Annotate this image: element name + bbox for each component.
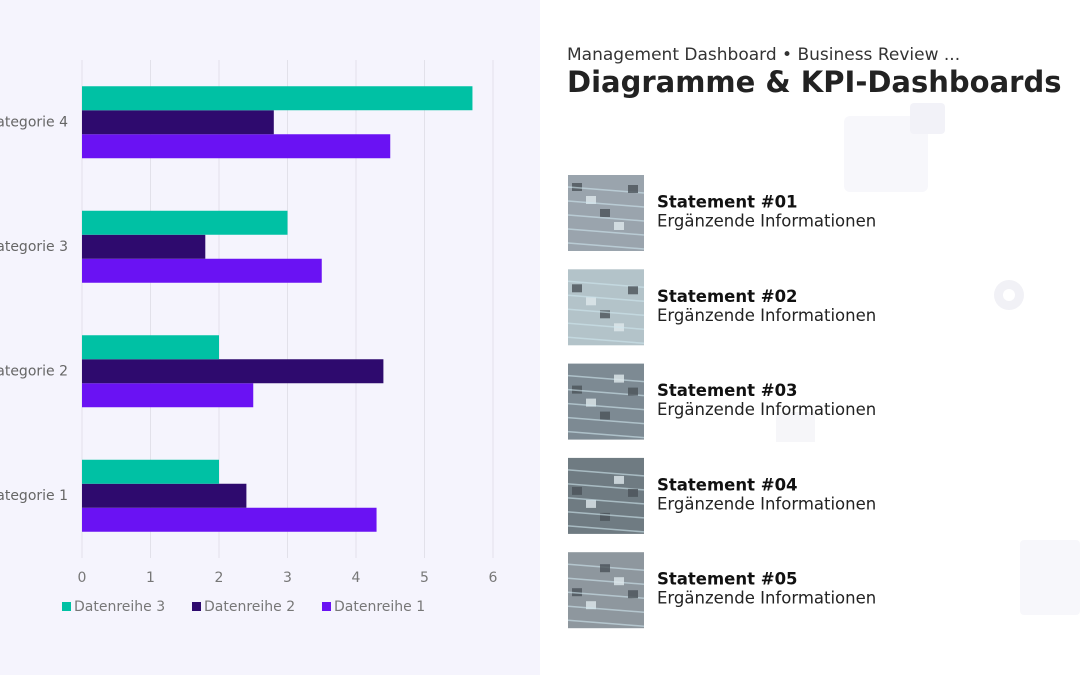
image-detail: [567, 619, 645, 627]
x-tick-label: 4: [352, 570, 361, 586]
image-detail: [567, 242, 645, 250]
y-tick-label: Kategorie 1: [0, 488, 68, 504]
statement-title: Statement #01: [657, 193, 798, 212]
bar: [82, 459, 219, 484]
statement-title: Statement #05: [657, 570, 798, 589]
bar: [82, 507, 377, 532]
x-tick-label: 3: [283, 570, 292, 586]
legend-item: Datenreihe 1: [322, 599, 425, 615]
image-detail: [567, 402, 645, 411]
image-detail: [586, 398, 596, 407]
legend-swatch: [192, 602, 201, 611]
x-tick-label: 6: [489, 570, 498, 586]
image-detail: [567, 525, 645, 533]
image-detail: [567, 605, 645, 613]
statement-text: Ergänzende Informationen: [657, 400, 876, 419]
image-detail: [586, 499, 596, 508]
bar: [82, 210, 288, 235]
statement-image: [568, 363, 644, 440]
y-tick-label: Kategorie 3: [0, 239, 68, 255]
image-detail: [572, 284, 582, 293]
statement-text: Ergänzende Informationen: [657, 212, 876, 231]
image-detail: [567, 336, 645, 345]
x-tick-label: 1: [146, 570, 155, 586]
image-detail: [600, 310, 610, 319]
x-tick-label: 5: [420, 570, 429, 586]
y-tick-label: Kategorie 4: [0, 114, 68, 130]
image-detail: [567, 294, 645, 303]
decor: [910, 103, 945, 134]
image-detail: [600, 209, 610, 217]
image-detail: [567, 374, 645, 383]
image-detail: [628, 185, 638, 193]
title: Diagramme & KPI-Dashboards: [567, 65, 1061, 99]
image-detail: [614, 222, 624, 230]
legend-item: Datenreihe 3: [62, 599, 165, 615]
statement-text: Ergänzende Informationen: [657, 306, 876, 325]
bar: [82, 134, 391, 159]
bar: [82, 234, 206, 259]
image-detail: [567, 416, 645, 425]
image-detail: [628, 488, 638, 497]
image-detail: [572, 486, 582, 495]
image-detail: [567, 214, 645, 222]
x-tick-label: 2: [215, 570, 224, 586]
image-detail: [614, 577, 624, 586]
decor: [1020, 540, 1080, 615]
subtitle: Management Dashboard • Business Review .…: [567, 45, 960, 65]
decor: [844, 116, 928, 192]
bar: [82, 86, 473, 111]
legend-item: Datenreihe 2: [192, 599, 295, 615]
image-detail: [567, 308, 645, 317]
image-detail: [567, 497, 645, 505]
image-detail: [567, 430, 645, 439]
bar: [82, 110, 274, 135]
bar: [82, 483, 247, 508]
statement-image: [568, 269, 644, 346]
image-detail: [600, 411, 610, 420]
x-tick-label: 0: [78, 570, 87, 586]
image-detail: [586, 196, 596, 204]
image-detail: [567, 511, 645, 519]
legend-label: Datenreihe 1: [334, 599, 425, 615]
image-detail: [614, 475, 624, 484]
image-detail: [567, 322, 645, 331]
image-detail: [567, 577, 645, 585]
statement-title: Statement #03: [657, 381, 798, 400]
decor: [776, 412, 815, 442]
legend-swatch: [62, 602, 71, 611]
statement-text: Ergänzende Informationen: [657, 494, 876, 513]
bar: [82, 258, 322, 283]
image-detail: [614, 374, 624, 383]
image-detail: [567, 469, 645, 477]
legend-label: Datenreihe 3: [74, 599, 165, 615]
image-detail: [567, 228, 645, 236]
image-detail: [600, 564, 610, 573]
y-tick-label: Kategorie 2: [0, 363, 68, 379]
image-detail: [567, 200, 645, 208]
legend-swatch: [322, 602, 331, 611]
statement-text: Ergänzende Informationen: [657, 589, 876, 608]
image-detail: [600, 512, 610, 521]
statement-title: Statement #02: [657, 287, 798, 306]
image-detail: [628, 590, 638, 599]
image-detail: [628, 286, 638, 295]
image-detail: [628, 387, 638, 396]
image-detail: [586, 601, 596, 610]
image-detail: [586, 297, 596, 306]
bar: [82, 359, 384, 384]
bar: [82, 335, 219, 360]
bar: [82, 383, 254, 408]
legend-label: Datenreihe 2: [204, 599, 295, 615]
statement-title: Statement #04: [657, 475, 798, 494]
decor: [1003, 289, 1015, 301]
